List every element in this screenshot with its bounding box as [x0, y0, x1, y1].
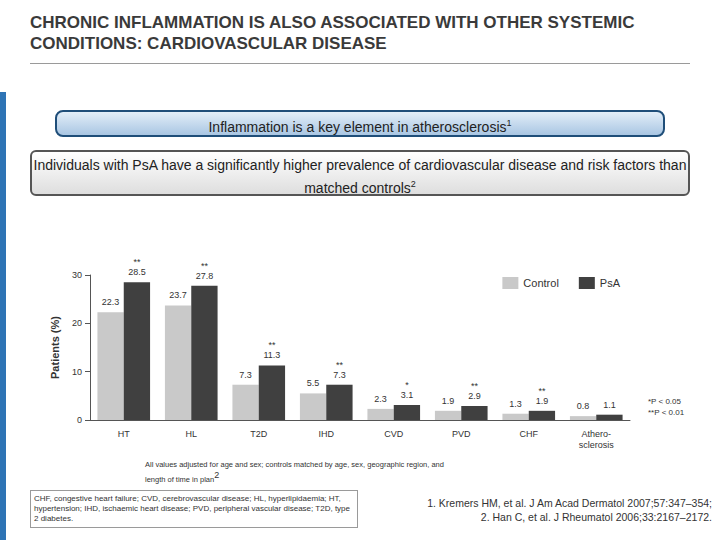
svg-text:Control: Control: [523, 277, 558, 289]
svg-text:**: **: [201, 261, 209, 271]
svg-text:1.9: 1.9: [442, 396, 455, 406]
html-text:CHRONIC INFLAMMATION IS ALSO A: CHRONIC INFLAMMATION IS ALSO ASSOCIATED …: [30, 13, 635, 53]
svg-text:CVD: CVD: [384, 429, 404, 439]
html-text:2. Han C, et al. J Rheumatol 2: 2. Han C, et al. J Rheumatol 2006;33:216…: [480, 511, 712, 523]
svg-text:HT: HT: [118, 429, 130, 439]
svg-text:23.7: 23.7: [169, 290, 187, 300]
svg-text:CHF: CHF: [520, 429, 539, 439]
svg-text:1.1: 1.1: [603, 400, 616, 410]
svg-text:**: **: [538, 386, 546, 396]
svg-text:27.8: 27.8: [196, 271, 214, 281]
html-text:All values adjusted for age an: All values adjusted for age and sex; con…: [145, 460, 444, 484]
svg-text:0: 0: [77, 415, 82, 425]
svg-text:PVD: PVD: [452, 429, 471, 439]
svg-text:2.9: 2.9: [468, 391, 481, 401]
svg-text:Patients (%): Patients (%): [49, 316, 61, 379]
svg-text:5.5: 5.5: [307, 378, 320, 388]
svg-text:PsA: PsA: [600, 277, 621, 289]
svg-text:2.3: 2.3: [374, 394, 387, 404]
html-text:CHF, congestive heart failure;: CHF, congestive heart failure; CVD, cere…: [34, 494, 350, 523]
svg-text:**: **: [268, 340, 276, 350]
html-text:1. Kremers HM, et al. J Am Aca: 1. Kremers HM, et al. J Am Acad Dermatol…: [427, 497, 712, 509]
svg-text:1.3: 1.3: [509, 399, 522, 409]
svg-text:28.5: 28.5: [128, 267, 146, 277]
svg-text:7.3: 7.3: [333, 370, 346, 380]
svg-text:Athero-: Athero-: [581, 429, 611, 439]
html-text:Inflammation is a key element: Inflammation is a key element in atheros…: [208, 118, 512, 135]
svg-text:sclerosis: sclerosis: [579, 440, 615, 450]
svg-text:T2D: T2D: [250, 429, 268, 439]
svg-text:30: 30: [72, 270, 82, 280]
svg-text:**: **: [133, 257, 141, 267]
svg-text:1.9: 1.9: [536, 396, 549, 406]
svg-text:0.8: 0.8: [577, 401, 590, 411]
html-text:**P < 0.01: **P < 0.01: [648, 408, 685, 417]
svg-text:7.3: 7.3: [239, 370, 252, 380]
svg-text:20: 20: [72, 318, 82, 328]
svg-text:11.3: 11.3: [263, 350, 280, 360]
svg-text:**: **: [471, 381, 479, 391]
svg-text:HL: HL: [185, 429, 197, 439]
html-text:*P < 0.05: *P < 0.05: [648, 397, 681, 406]
svg-text:22.3: 22.3: [102, 297, 120, 307]
svg-text:10: 10: [72, 367, 82, 377]
svg-text:IHD: IHD: [319, 429, 335, 439]
svg-text:**: **: [336, 360, 344, 370]
svg-text:*: *: [405, 380, 409, 390]
svg-text:3.1: 3.1: [401, 390, 414, 400]
html-text:Individuals with PsA have a si: Individuals with PsA have a significantl…: [33, 157, 687, 196]
